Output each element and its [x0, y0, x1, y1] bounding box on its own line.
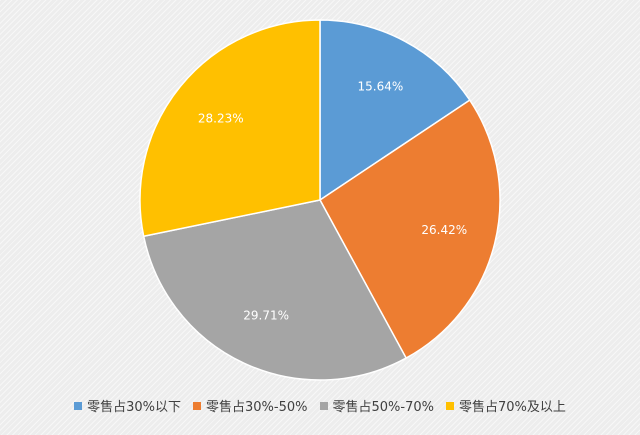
- legend-swatch: [319, 401, 328, 410]
- pie-slice: [319, 19, 471, 202]
- legend-swatch: [445, 401, 454, 410]
- legend-item: 零售占70%及以上: [445, 396, 566, 415]
- slice-data-label: 28.23%: [198, 112, 244, 126]
- slice-data-label: 15.64%: [358, 80, 404, 94]
- legend-label: 零售占50%-70%: [332, 400, 434, 415]
- slice-data-label: 29.71%: [243, 309, 289, 323]
- legend-label: 零售占70%及以上: [458, 400, 566, 415]
- legend-item: 零售占30%-50%: [193, 396, 308, 415]
- legend-swatch: [74, 401, 83, 410]
- pie-slice: [142, 199, 408, 381]
- slice-data-label: 26.42%: [421, 223, 467, 237]
- legend-swatch: [193, 401, 202, 410]
- legend-label: 零售占30%以下: [87, 400, 182, 415]
- legend: 零售占30%以下 零售占30%-50% 零售占50%-70% 零售占70%及以上: [0, 396, 640, 415]
- legend-item: 零售占30%以下: [74, 396, 181, 415]
- pie-slice: [139, 19, 321, 238]
- legend-item: 零售占50%-70%: [319, 396, 434, 415]
- legend-label: 零售占30%-50%: [206, 400, 308, 415]
- pie-slice: [319, 99, 501, 360]
- pie-chart: 15.64% 26.42% 29.71% 28.23%: [139, 19, 501, 381]
